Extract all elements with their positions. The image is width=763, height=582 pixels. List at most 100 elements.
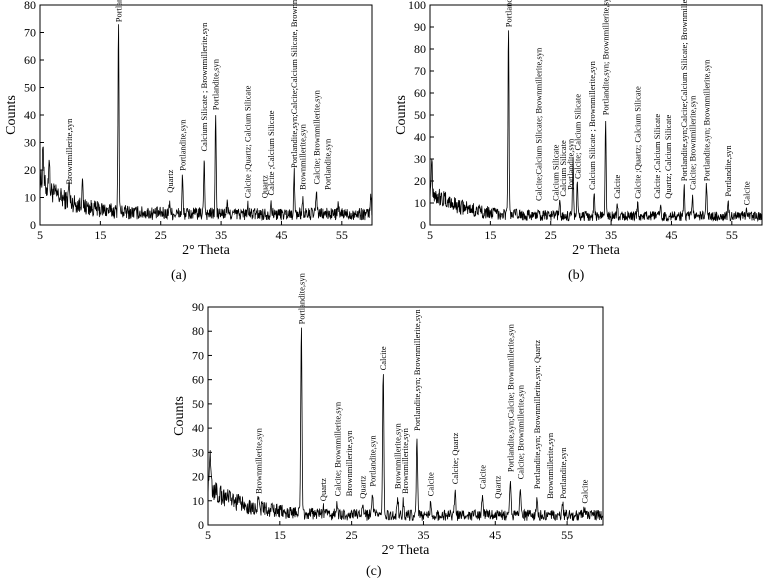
peak-annotation: Portlandite,syn: [723, 145, 733, 197]
y-tick-label: 70: [192, 348, 204, 362]
x-tick-label: 55: [561, 528, 573, 542]
peak-annotation: Calcite: [477, 465, 487, 489]
y-tick-label: 20: [24, 163, 36, 177]
plot-frame: [207, 306, 604, 526]
y-tick-label: 70: [414, 64, 426, 78]
peak-annotation: Portlandite,syn; Brownmillerite,syn: [601, 0, 611, 115]
y-tick-label: 80: [192, 324, 204, 338]
chart-panel-b: 0 10 20 30 40 50 60 70 80 90 100 5 15 25 35 45 55 2° Thet…: [394, 0, 763, 258]
x-tick-label: 45: [275, 228, 287, 242]
x-tick-label: 5: [37, 228, 43, 242]
y-tick-label: 40: [192, 421, 204, 435]
peak-annotation: Quartz; Calcium Silicate: [663, 115, 673, 199]
y-tick-label: 100: [408, 0, 426, 12]
peak-annotation: Brownmillerite,syn: [545, 432, 555, 499]
peak-annotation: Quartz: [492, 475, 502, 498]
peak-annotation: Portlandite,syn;Calcite;Calcium Silicate…: [679, 0, 689, 181]
peak-annotation: Calcite: [741, 181, 751, 205]
peak-annotation: Portlandite,syn;Calcite;Calcium Silicate…: [289, 0, 299, 168]
peak-annotation: Portlandite,syn: [367, 435, 377, 487]
peak-annotation: Calcite; Brownmillerite,syn: [688, 95, 698, 190]
peak-annotation: Quartz: [165, 169, 175, 192]
peak-annotation: Portlandite,syn: [322, 138, 332, 190]
y-tick-label: 20: [192, 470, 204, 484]
peak-annotation: Portlandite,syn;Calcite; Brownmillerite,…: [505, 323, 515, 472]
peak-annotation: Calcite;Calcium Silicate; Brownmillerite…: [534, 47, 544, 201]
y-tick-label: 20: [414, 174, 426, 188]
peak-annotation: Brownmillerite,syn: [253, 427, 263, 494]
peak-annotation: Calcium Silicate ; Brownmillerite,syn: [199, 22, 209, 152]
x-tick-label: 45: [489, 528, 501, 542]
x-tick-label: 25: [346, 528, 358, 542]
y-tick-label: 50: [414, 108, 426, 122]
peak-annotation: Calcite ;Quartz; Calcium Silicate: [243, 85, 253, 198]
y-tick-label: 0: [198, 518, 204, 532]
peak-annotation: Calcite ;Calcium Silicate: [652, 114, 662, 199]
y-axis-label: Counts: [172, 396, 187, 436]
xrd-pattern-line: [429, 30, 762, 223]
x-tick-label: 55: [336, 228, 348, 242]
x-tick-label: 25: [155, 228, 167, 242]
y-tick-label: 0: [30, 218, 36, 232]
peak-annotation: Calcite; Brownmillerite,syn: [332, 401, 342, 496]
y-tick-label: 40: [24, 108, 36, 122]
peak-annotation: Portlandite,syn; Brownmillerite,syn; Qua…: [532, 340, 542, 489]
peak-annotation: Portlandite,syn: [177, 119, 187, 171]
peak-annotation: Calcium Silicate ; Brownmillerite,syn: [587, 60, 597, 190]
x-tick-label: 15: [274, 528, 286, 542]
peak-annotation: Calcite; Calcium Silicate: [572, 94, 582, 179]
peak-annotation: Brownmillerite,syn: [400, 427, 410, 494]
y-tick-label: 40: [414, 130, 426, 144]
chart-panel-a: 0 10 20 30 40 50 60 70 80 5 15 25 35 45 55 2° Theta Coun…: [4, 0, 373, 258]
peak-annotation: Calcite; Brownmillerite,syn: [311, 89, 321, 184]
peak-annotation: Calcite ;Quartz; Calcium Silicate: [633, 86, 643, 199]
x-tick-label: 25: [545, 228, 557, 242]
peak-annotation: Calcite: [612, 175, 622, 199]
x-tick-label: 35: [605, 228, 617, 242]
peak-annotation: Brownmillerite,syn: [64, 118, 74, 185]
y-axis-label: Counts: [4, 95, 19, 135]
x-tick-label: 35: [417, 528, 429, 542]
peak-annotation: Brownmillerite,syn: [393, 422, 403, 489]
x-tick-label: 35: [215, 228, 227, 242]
y-tick-label: 90: [192, 300, 204, 314]
y-tick-label: 10: [414, 196, 426, 210]
y-axis-label: Counts: [394, 95, 409, 135]
peak-annotation: Portlandite,syn; Brownmillerite,syn: [412, 309, 422, 431]
x-tick-label: 45: [665, 228, 677, 242]
y-tick-label: 0: [420, 218, 426, 232]
x-tick-label: 55: [726, 228, 738, 242]
y-tick-label: 60: [414, 86, 426, 100]
y-tick-label: 90: [414, 20, 426, 34]
peak-annotation: Calcite: [426, 472, 436, 496]
peak-annotation: Calcite: [579, 479, 589, 503]
peak-annotation: Brownmillerite,syn: [298, 123, 308, 190]
peak-annotation: Portlandite,syn: [566, 138, 576, 190]
y-tick-label: 50: [24, 81, 36, 95]
x-tick-label: 15: [94, 228, 106, 242]
peak-annotation: Calcite; Brownmillerite,syn: [515, 384, 525, 479]
x-axis-label: 2° Theta: [382, 543, 431, 558]
x-axis-label: 2° Theta: [572, 243, 621, 258]
y-tick-label: 80: [24, 0, 36, 12]
panel-label-a: (a): [171, 268, 187, 283]
y-tick-label: 30: [24, 136, 36, 150]
y-tick-label: 30: [414, 152, 426, 166]
peak-annotation: Portlandite,syn: [558, 447, 568, 499]
xrd-pattern-line: [207, 327, 604, 521]
y-tick-label: 30: [192, 445, 204, 459]
peak-annotation: Portlandite,syn: [211, 58, 221, 110]
xrd-pattern-line: [39, 24, 373, 221]
peak-annotation: Calcite: [378, 346, 388, 370]
peak-annotation: Quartz: [357, 475, 367, 498]
peak-annotation: Portlandite,syn; Brownmillerite,syn: [701, 59, 711, 181]
peak-annotation: Calcite; Quartz: [450, 432, 460, 484]
y-tick-label: 10: [24, 191, 36, 205]
peak-annotation: Quartz: [318, 478, 328, 501]
x-tick-label: 5: [427, 228, 433, 242]
panel-label-b: (b): [568, 268, 585, 283]
peak-annotation: Portlandite,syn: [296, 272, 306, 324]
y-tick-label: 10: [192, 494, 204, 508]
peak-annotation: Calcite ;Calcium Silicate: [266, 110, 276, 195]
